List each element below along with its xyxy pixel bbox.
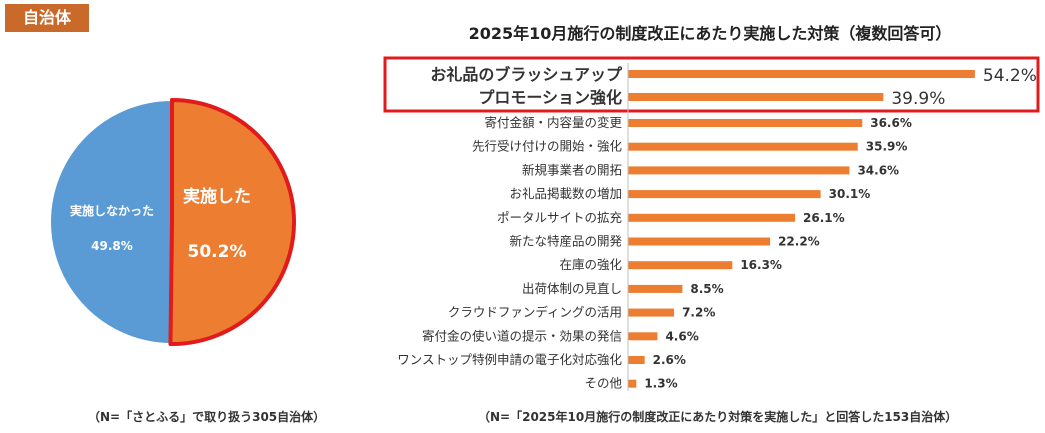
bar-category-label: クラウドファンディングの活用 <box>448 305 622 320</box>
bar <box>628 284 683 293</box>
bar <box>628 119 863 127</box>
bar-category-label: その他 <box>584 376 622 391</box>
pie-value-not-implemented: 49.8% <box>91 239 133 253</box>
bar <box>628 213 796 222</box>
bar-category-label: 新たな特産品の開発 <box>509 234 622 249</box>
bar-category-label: ワンストップ特例申請の電子化対応強化 <box>397 352 622 367</box>
bar-value-label: 54.2% <box>983 66 1037 86</box>
bar-category-label: 寄付金額・内容量の変更 <box>484 115 622 130</box>
bar-category-label: 在庫の強化 <box>559 257 622 272</box>
bar <box>628 332 658 341</box>
pie-slice-not-implemented <box>49 98 173 346</box>
bar-value-label: 30.1% <box>829 187 871 201</box>
bar-category-label: お礼品掲載数の増加 <box>509 186 622 201</box>
bar-chart: お礼品のブラッシュアップ 54.2% プロモーション強化 39.9% 寄付金額・内容量の… <box>383 56 1040 391</box>
bar-category-label: 出荷体制の見直し <box>522 281 622 296</box>
bar-category-label: 寄付金の使い道の提示・効果の発信 <box>422 328 622 343</box>
bar <box>628 190 821 199</box>
pie-chart: 実施した 50.2% 実施しなかった 49.8% <box>49 98 297 346</box>
bar-category-label: プロモーション強化 <box>478 88 622 107</box>
pie-note: （N=「さとふる」で取り扱う305自治体） <box>88 410 326 424</box>
bar <box>628 70 975 78</box>
bar-value-label: 4.6% <box>665 329 698 343</box>
bar-value-label: 16.3% <box>740 258 782 272</box>
bar <box>628 308 675 317</box>
pie-slice-implemented <box>168 98 297 346</box>
bar-value-label: 2.6% <box>653 353 686 367</box>
bar-value-label: 34.6% <box>857 163 899 177</box>
bar-category-label: お礼品のブラッシュアップ <box>430 65 623 84</box>
bar-category-label: ポータルサイトの拡充 <box>497 210 622 225</box>
bar-value-label: 1.3% <box>644 377 677 391</box>
bar <box>628 166 850 175</box>
bar-value-label: 35.9% <box>866 140 908 154</box>
highlight-box <box>383 56 1040 113</box>
bar-value-label: 39.9% <box>891 89 945 109</box>
bar-category-label: 新規事業者の開拓 <box>522 162 622 177</box>
bar <box>628 142 858 151</box>
bar-value-label: 8.5% <box>690 282 723 296</box>
bar-value-label: 26.1% <box>803 211 845 225</box>
bar <box>628 237 771 246</box>
category-badge: 自治体 <box>5 4 89 32</box>
pie-label-not-implemented: 実施しなかった <box>70 203 154 218</box>
bar-category-label: 先行受け付けの開始・強化 <box>472 139 623 154</box>
bar-value-label: 7.2% <box>682 306 715 320</box>
bar-value-label: 22.2% <box>778 235 820 249</box>
bar <box>628 356 645 364</box>
bar-note: （N=「2025年10月施行の制度改正にあたり対策を実施した」と回答した153自… <box>478 410 958 424</box>
bar <box>628 261 733 270</box>
bar <box>628 379 637 388</box>
pie-value-implemented: 50.2% <box>188 242 247 262</box>
bar-chart-title: 2025年10月施行の制度改正にあたり実施した対策（複数回答可） <box>468 24 952 43</box>
bar <box>628 93 884 101</box>
pie-label-implemented: 実施した <box>183 186 251 207</box>
bar-value-label: 36.6% <box>870 116 912 130</box>
